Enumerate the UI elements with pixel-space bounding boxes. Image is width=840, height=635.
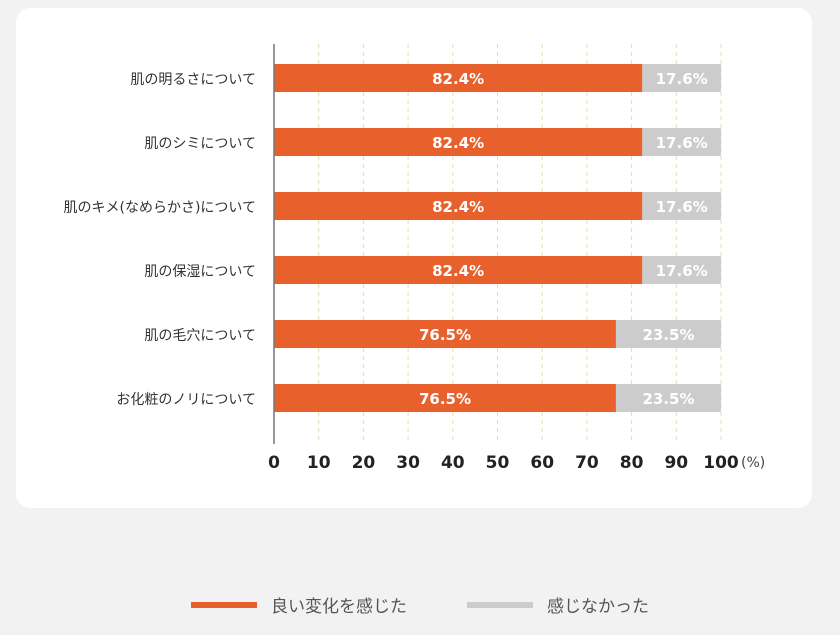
x-tick-label: 50 (486, 453, 510, 473)
value-label-good-change: 82.4% (432, 70, 484, 88)
bar-good-change (274, 320, 616, 348)
bar-good-change (274, 384, 616, 412)
legend-swatch-no-change (467, 601, 533, 608)
value-label-no-change: 23.5% (642, 390, 694, 408)
bar-good-change (274, 192, 643, 220)
bar-no-change (642, 192, 721, 220)
bar-no-change (642, 128, 721, 156)
legend-label-good-change: 良い変化を感じた (271, 597, 407, 617)
value-label-no-change: 17.6% (656, 134, 708, 152)
bar-good-change (274, 128, 643, 156)
legend: 良い変化を感じた 感じなかった (0, 592, 840, 617)
bar-no-change (615, 320, 721, 348)
x-tick-label: 100 (703, 453, 739, 473)
value-label-good-change: 76.5% (419, 326, 471, 344)
chart-card: 82.4% 17.6% 肌の明るさについて 82.4% 17.6% 肌のシミについて 82.… (16, 8, 812, 508)
x-tick-label: 10 (307, 453, 331, 473)
chart-svg: 82.4% 17.6% 肌の明るさについて 82.4% 17.6% 肌のシミについて 82.… (63, 44, 765, 473)
bar-good-change (274, 256, 643, 284)
value-label-good-change: 82.4% (432, 262, 484, 280)
x-tick-label: 90 (664, 453, 688, 473)
x-tick-label: 80 (620, 453, 644, 473)
category-label: 肌の明るさについて (130, 72, 256, 88)
x-tick-label: 70 (575, 453, 599, 473)
x-tick-label: 30 (396, 453, 420, 473)
value-label-no-change: 17.6% (656, 198, 708, 216)
category-label: 肌の保湿について (144, 264, 256, 280)
bar-no-change (615, 384, 721, 412)
value-label-no-change: 23.5% (642, 326, 694, 344)
value-label-no-change: 17.6% (656, 262, 708, 280)
legend-swatch-good-change (191, 601, 257, 608)
x-unit-label: (%) (741, 455, 765, 471)
legend-item-good-change: 良い変化を感じた (191, 592, 407, 617)
category-label: お化粧のノリについて (116, 392, 256, 408)
value-label-good-change: 76.5% (419, 390, 471, 408)
x-tick-label: 20 (352, 453, 376, 473)
category-label: 肌の毛穴について (144, 328, 256, 344)
bar-good-change (274, 64, 643, 92)
x-tick-label: 40 (441, 453, 465, 473)
category-label: 肌のシミについて (144, 136, 256, 152)
value-label-no-change: 17.6% (656, 70, 708, 88)
bar-no-change (642, 64, 721, 92)
value-label-good-change: 82.4% (432, 134, 484, 152)
bar-no-change (642, 256, 721, 284)
category-label: 肌のキメ(なめらかさ)について (63, 200, 256, 216)
x-tick-label: 0 (268, 453, 280, 473)
x-tick-label: 60 (530, 453, 554, 473)
legend-label-no-change: 感じなかった (547, 597, 649, 617)
legend-item-no-change: 感じなかった (467, 592, 649, 617)
value-label-good-change: 82.4% (432, 198, 484, 216)
